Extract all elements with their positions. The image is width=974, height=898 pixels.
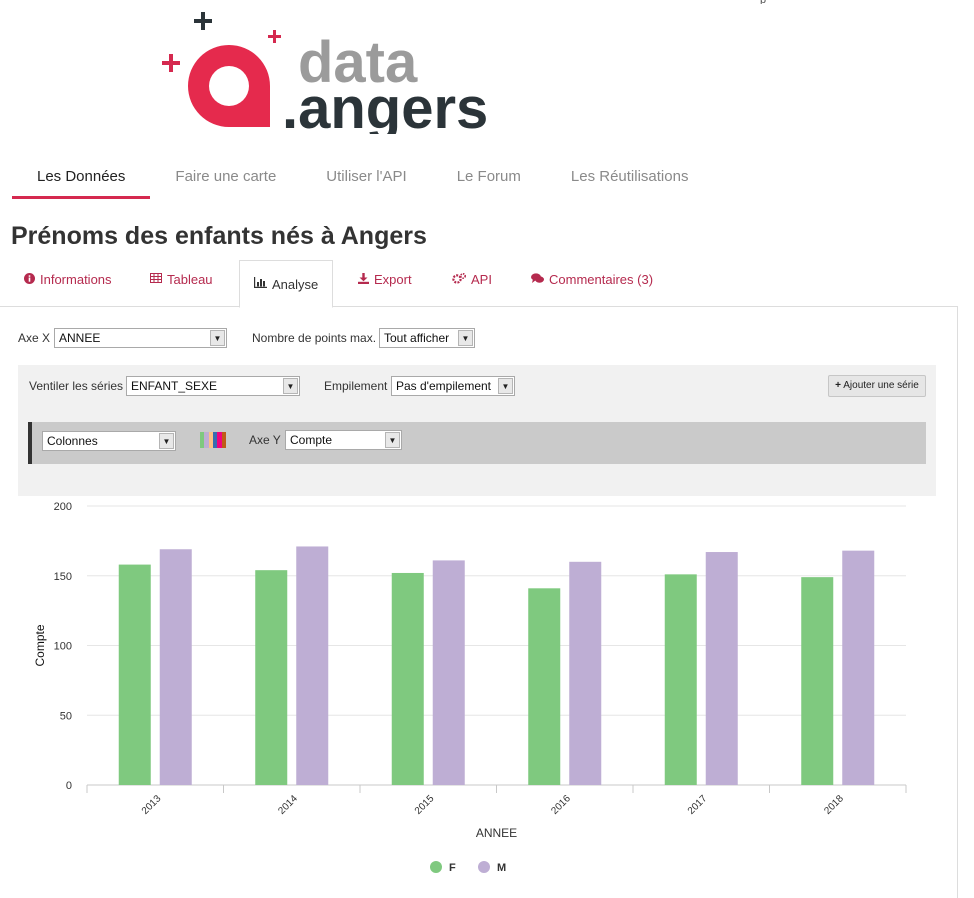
bar bbox=[391, 572, 424, 785]
y-tick-label: 100 bbox=[54, 641, 72, 653]
top-utility-links: p bbox=[760, 0, 950, 4]
x-tick-label: 2015 bbox=[413, 793, 437, 817]
y-tick-label: 150 bbox=[54, 571, 72, 583]
legend-marker bbox=[430, 861, 442, 873]
palette-swatch bbox=[221, 432, 226, 448]
x-tick-label: 2017 bbox=[686, 793, 710, 817]
max-points-select[interactable]: Tout afficher ▼ bbox=[379, 328, 475, 348]
tab-api-label: API bbox=[471, 272, 492, 287]
x-tick-label: 2016 bbox=[549, 793, 573, 817]
tab-commentaires-label: Commentaires (3) bbox=[549, 272, 654, 287]
tab-analyse[interactable]: Analyse bbox=[239, 260, 334, 308]
bar bbox=[842, 550, 875, 785]
bar bbox=[569, 561, 602, 785]
plus-icon: + bbox=[835, 380, 841, 391]
table-icon bbox=[150, 273, 162, 286]
legend-label: F bbox=[449, 862, 456, 874]
chevron-down-icon: ▼ bbox=[283, 378, 298, 394]
bar bbox=[159, 549, 192, 785]
color-palette-picker[interactable] bbox=[200, 432, 226, 448]
comments-icon bbox=[531, 272, 544, 287]
palette-swatch bbox=[212, 432, 218, 448]
axe-y-label: Axe Y bbox=[249, 433, 281, 447]
plus-icon bbox=[162, 30, 281, 72]
palette-swatch bbox=[200, 432, 205, 448]
logo-text-data: data bbox=[298, 30, 418, 95]
tab-api[interactable]: API bbox=[452, 272, 492, 287]
chart-type-value: Colonnes bbox=[47, 434, 98, 448]
bar-chart-icon bbox=[254, 277, 267, 291]
ventiler-value: ENFANT_SEXE bbox=[131, 379, 218, 393]
analysis-panel bbox=[0, 307, 958, 898]
y-tick-label: 200 bbox=[54, 501, 72, 513]
chevron-down-icon: ▼ bbox=[498, 378, 513, 394]
add-series-button[interactable]: + Ajouter une série bbox=[828, 375, 926, 397]
x-tick-label: 2014 bbox=[276, 793, 300, 817]
chevron-down-icon: ▼ bbox=[159, 433, 174, 449]
bar bbox=[118, 564, 151, 785]
download-icon bbox=[358, 272, 369, 287]
empilement-label: Empilement bbox=[324, 379, 388, 393]
nav-le-forum[interactable]: Le Forum bbox=[456, 168, 521, 185]
info-circle-icon bbox=[24, 272, 35, 287]
chart-type-select[interactable]: Colonnes ▼ bbox=[42, 431, 176, 451]
bar bbox=[664, 574, 697, 785]
empilement-select[interactable]: Pas d'empilement ▼ bbox=[391, 376, 515, 396]
bar bbox=[432, 560, 465, 785]
empilement-value: Pas d'empilement bbox=[396, 379, 492, 393]
series-row bbox=[28, 422, 926, 464]
y-tick-label: 50 bbox=[60, 710, 72, 722]
chart-svg: 0 50 100 150 200 Compte 2013 2014 2015 2016 2017 20… bbox=[33, 501, 907, 874]
tab-informations[interactable]: Informations bbox=[24, 272, 112, 287]
tab-export-label: Export bbox=[374, 272, 412, 287]
plus-icon bbox=[194, 12, 212, 30]
data-angers-logo[interactable]: data .angers bbox=[158, 10, 498, 134]
x-tick-label: 2013 bbox=[140, 793, 164, 817]
max-points-label: Nombre de points max. bbox=[252, 331, 377, 345]
tab-commentaires[interactable]: Commentaires (3) bbox=[531, 272, 653, 287]
add-series-label: Ajouter une série bbox=[843, 380, 919, 391]
chevron-down-icon: ▼ bbox=[458, 330, 473, 346]
palette-swatch bbox=[204, 432, 209, 448]
nav-faire-une-carte[interactable]: Faire une carte bbox=[175, 168, 277, 185]
ventiler-label: Ventiler les séries bbox=[29, 379, 124, 393]
nav-les-reutilisations[interactable]: Les Réutilisations bbox=[570, 168, 689, 185]
column-chart: 0 50 100 150 200 Compte 2013 2014 2015 2016 2017 20… bbox=[0, 496, 958, 898]
tab-export[interactable]: Export bbox=[358, 272, 412, 287]
y-axis-label: Compte bbox=[33, 624, 47, 666]
x-axis-label: ANNEE bbox=[476, 826, 517, 840]
bar bbox=[255, 570, 288, 785]
bar bbox=[705, 552, 738, 785]
x-tick-label: 2018 bbox=[822, 793, 846, 817]
tab-tableau[interactable]: Tableau bbox=[150, 272, 213, 287]
tab-analyse-label: Analyse bbox=[272, 276, 319, 292]
bar bbox=[528, 588, 561, 785]
chevron-down-icon: ▼ bbox=[385, 432, 400, 448]
gears-icon bbox=[452, 272, 467, 287]
y-tick-label: 0 bbox=[66, 780, 72, 792]
axe-x-select[interactable]: ANNEE ▼ bbox=[54, 328, 227, 348]
page-title: Prénoms des enfants nés à Angers bbox=[11, 222, 427, 250]
chevron-down-icon: ▼ bbox=[210, 330, 225, 346]
legend-marker bbox=[478, 861, 490, 873]
main-navigation: Les Données Faire une carte Utiliser l'A… bbox=[12, 158, 713, 200]
nav-utiliser-api[interactable]: Utiliser l'API bbox=[326, 168, 407, 185]
max-points-value: Tout afficher bbox=[384, 331, 450, 345]
axe-y-value: Compte bbox=[290, 433, 333, 447]
logo-text-angers: .angers bbox=[282, 76, 488, 134]
bar bbox=[801, 577, 834, 785]
palette-swatch bbox=[208, 432, 213, 448]
tab-informations-label: Informations bbox=[40, 272, 112, 287]
legend-label: M bbox=[497, 862, 506, 874]
nav-les-donnees[interactable]: Les Données bbox=[12, 158, 151, 199]
bar bbox=[296, 546, 329, 785]
palette-swatch bbox=[217, 432, 222, 448]
axe-x-label: Axe X bbox=[18, 331, 51, 345]
tab-tableau-label: Tableau bbox=[167, 272, 213, 287]
ventiler-select[interactable]: ENFANT_SEXE ▼ bbox=[126, 376, 300, 396]
axe-y-select[interactable]: Compte ▼ bbox=[285, 430, 402, 450]
axe-x-value: ANNEE bbox=[59, 331, 101, 345]
dataset-tabs: Informations Tableau Analyse Export API … bbox=[0, 260, 958, 308]
